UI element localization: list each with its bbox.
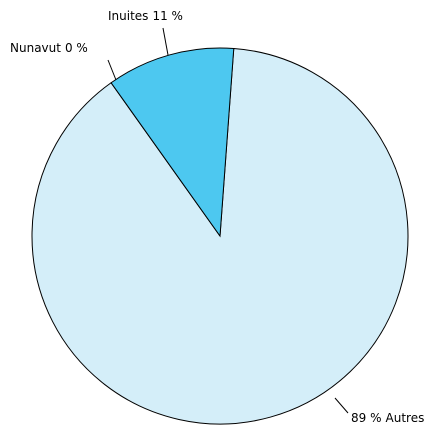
slice-label: Inuites 11 %	[108, 9, 183, 23]
slice-label: Nunavut 0 %	[10, 41, 88, 55]
leader-line	[162, 27, 169, 56]
leader-line	[334, 397, 349, 414]
slice-label: 89 % Autres	[351, 411, 424, 425]
label-part: 11 %	[152, 9, 183, 23]
label-part: 0 %	[65, 41, 88, 55]
leader-line	[107, 59, 117, 81]
pie-slice	[110, 47, 235, 238]
label-part: Autres	[386, 411, 425, 425]
label-part: 89 %	[351, 411, 382, 425]
label-part: Nunavut	[10, 41, 61, 55]
label-part: Inuites	[108, 9, 148, 23]
